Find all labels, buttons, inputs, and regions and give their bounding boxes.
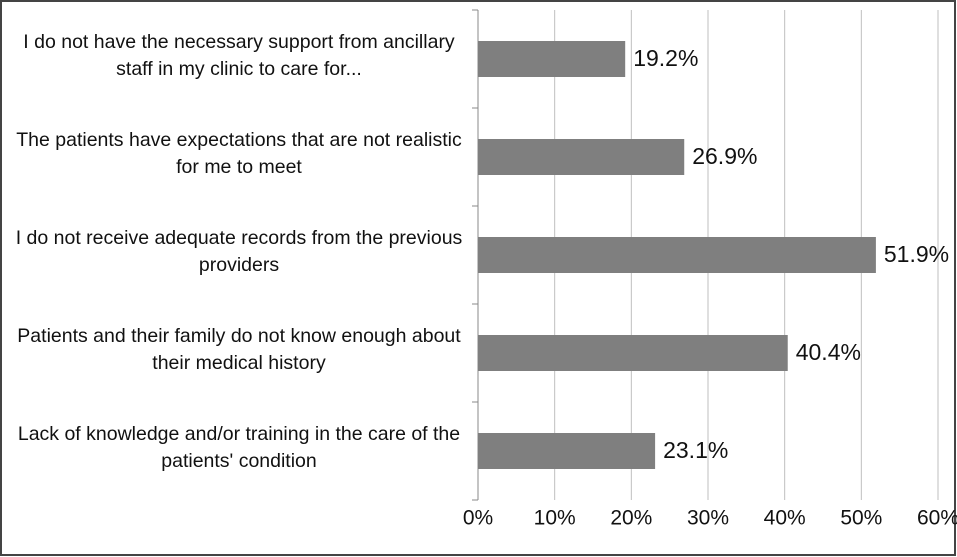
- bar: [478, 41, 626, 77]
- category-label: Lack of knowledge and/or training in the…: [17, 423, 461, 472]
- category-label: I do not receive adequate records from t…: [15, 227, 463, 276]
- x-tick-label: 20%: [610, 507, 652, 530]
- category-label: The patients have expectations that are …: [16, 129, 462, 178]
- bar: [478, 335, 788, 371]
- bar: [478, 237, 876, 273]
- x-tick-label: 60%: [917, 507, 957, 530]
- category-label: I do not have the necessary support from…: [23, 31, 455, 80]
- data-label: 23.1%: [663, 437, 728, 463]
- data-label: 19.2%: [633, 45, 698, 71]
- data-label: 51.9%: [884, 241, 949, 267]
- x-tick-label: 50%: [840, 507, 882, 530]
- bar: [478, 139, 685, 175]
- x-tick-label: 30%: [687, 507, 729, 530]
- data-label: 40.4%: [796, 339, 861, 365]
- category-label: Patients and their family do not know en…: [17, 325, 461, 374]
- bar: [478, 433, 656, 469]
- x-tick-label: 40%: [764, 507, 806, 530]
- data-label: 26.9%: [692, 143, 757, 169]
- x-tick-label: 10%: [534, 507, 576, 530]
- x-tick-label: 0%: [463, 507, 493, 530]
